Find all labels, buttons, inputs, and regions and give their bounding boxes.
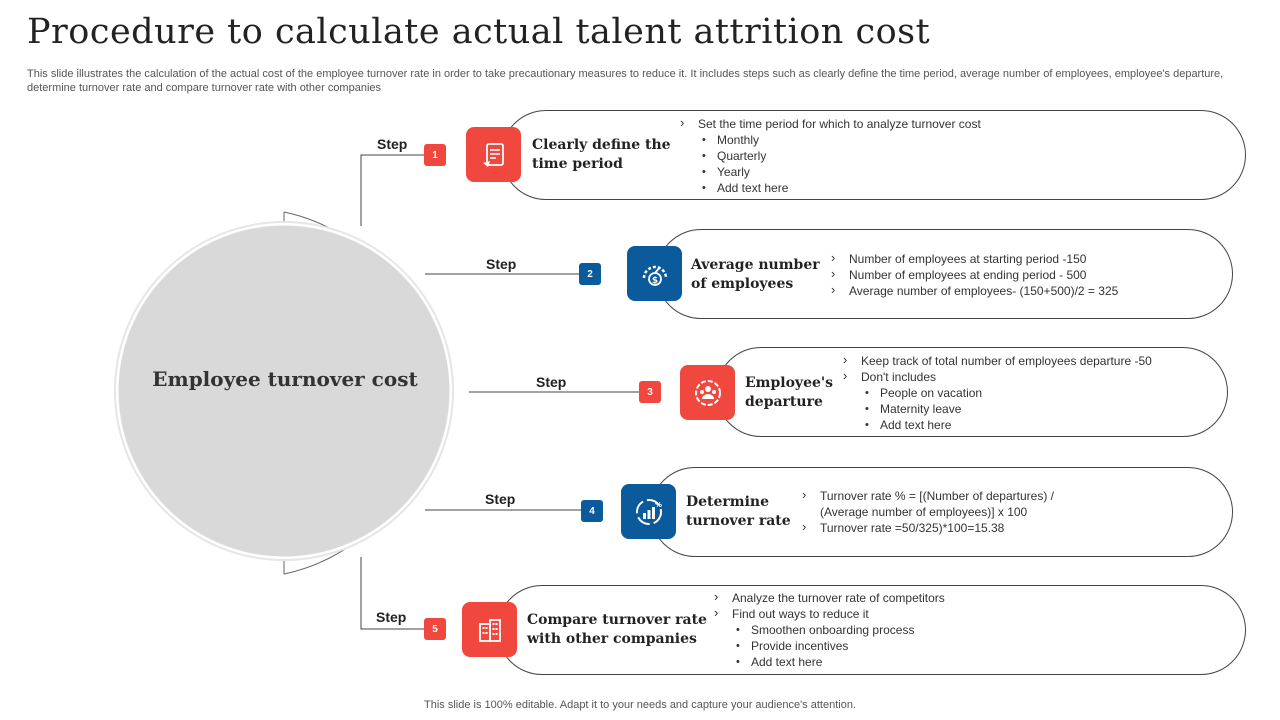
bar-chart-percent-icon: %	[621, 484, 676, 539]
center-circle	[115, 222, 453, 560]
detail-subitem: Smoothen onboarding process	[714, 622, 945, 638]
step-details-4: Turnover rate % = [(Number of departures…	[802, 487, 1102, 536]
detail-item: Number of employees at starting period -…	[831, 250, 1118, 267]
detail-item: Turnover rate % = [(Number of departures…	[802, 487, 1102, 520]
people-circle-icon	[680, 365, 735, 420]
svg-text:$: $	[651, 276, 657, 286]
page-subtitle: This slide illustrates the calculation o…	[27, 68, 1224, 94]
detail-subitem: Yearly	[680, 164, 981, 180]
dollar-gauge-icon: $	[627, 246, 682, 301]
footer-note: This slide is 100% editable. Adapt it to…	[424, 699, 856, 711]
step-number-badge-4: 4	[581, 500, 603, 522]
step-heading-1: Clearly define the time period	[532, 137, 671, 172]
step-word-4: Step	[485, 491, 516, 507]
step-heading-2: Average number of employees	[691, 257, 820, 292]
center-label: Employee turnover cost	[152, 367, 418, 391]
detail-subitem: Add text here	[843, 417, 1152, 433]
document-icon	[466, 127, 521, 182]
detail-item: Find out ways to reduce it	[714, 605, 945, 622]
step-details-3: Keep track of total number of employees …	[843, 352, 1152, 433]
step-word-3: Step	[536, 374, 567, 390]
step-heading-4: Determine turnover rate	[686, 494, 791, 529]
step-word-5: Step	[376, 609, 407, 625]
step-word-2: Step	[486, 256, 517, 272]
detail-item: Number of employees at ending period - 5…	[831, 266, 1118, 283]
detail-subitem: Maternity leave	[843, 401, 1152, 417]
detail-item: Turnover rate =50/325)*100=15.38	[802, 519, 1102, 536]
step-number-badge-2: 2	[579, 263, 601, 285]
step-word-1: Step	[377, 136, 408, 152]
step-heading-3: Employee's departure	[745, 375, 834, 410]
detail-item: Average number of employees- (150+500)/2…	[831, 282, 1118, 299]
detail-subitem: Provide incentives	[714, 638, 945, 654]
detail-subitem: People on vacation	[843, 385, 1152, 401]
step-details-2: Number of employees at starting period -…	[831, 250, 1118, 299]
detail-item: Analyze the turnover rate of competitors	[714, 589, 945, 606]
step-details-1: Set the time period for which to analyze…	[680, 115, 981, 196]
step-number-badge-5: 5	[424, 618, 446, 640]
step-heading-5: Compare turnover rate with other compani…	[527, 612, 707, 647]
detail-subitem: Add text here	[714, 654, 945, 670]
detail-item: Keep track of total number of employees …	[843, 352, 1152, 369]
detail-subitem: Add text here	[680, 180, 981, 196]
connector-step-5	[360, 557, 424, 630]
svg-text:%: %	[655, 501, 662, 509]
page-title: Procedure to calculate actual talent att…	[27, 12, 931, 52]
detail-item: Set the time period for which to analyze…	[680, 115, 981, 132]
step-details-5: Analyze the turnover rate of competitors…	[714, 589, 945, 670]
connector-step-1	[360, 154, 424, 226]
detail-subitem: Quarterly	[680, 148, 981, 164]
buildings-icon	[462, 602, 517, 657]
step-number-badge-1: 1	[424, 144, 446, 166]
detail-subitem: Monthly	[680, 132, 981, 148]
step-number-badge-3: 3	[639, 381, 661, 403]
detail-item: Don't includes	[843, 368, 1152, 385]
